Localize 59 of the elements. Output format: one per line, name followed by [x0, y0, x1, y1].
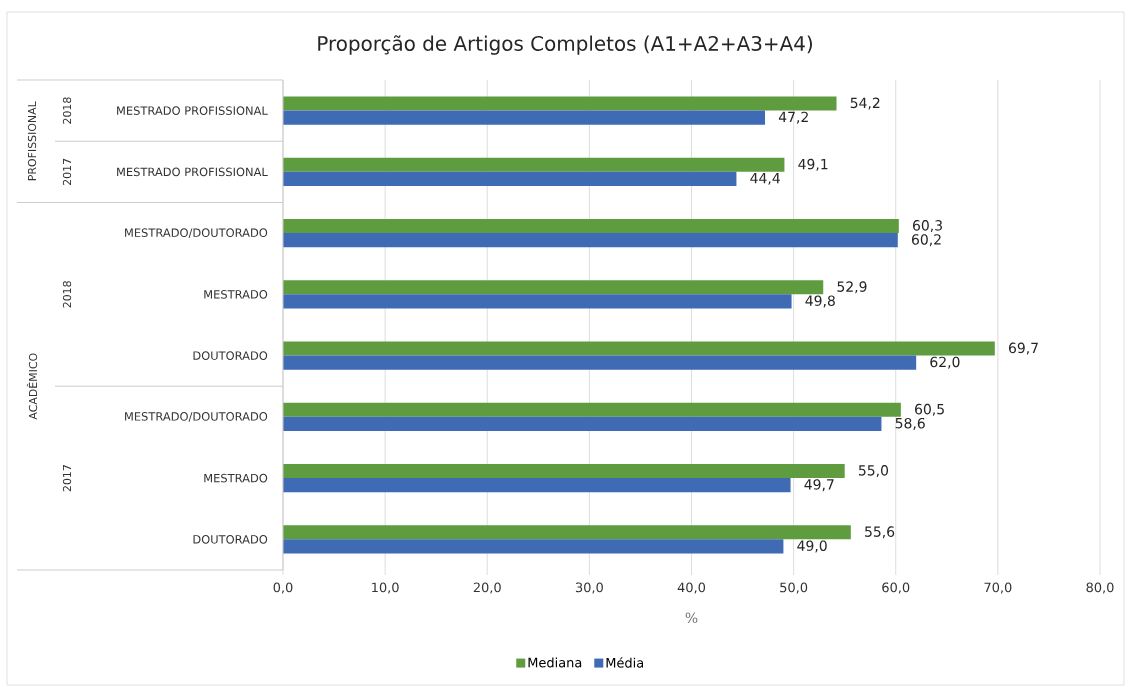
data-label: 49,8 — [805, 295, 835, 308]
data-label: 49,0 — [797, 540, 827, 553]
x-tick-label: 0,0 — [273, 582, 293, 594]
bar — [283, 525, 851, 540]
legend-label: Mediana — [528, 657, 582, 668]
bar — [283, 96, 837, 111]
bar — [283, 341, 995, 356]
legend-label: Média — [606, 657, 644, 668]
bar — [283, 464, 845, 479]
data-label: 60,5 — [915, 403, 944, 416]
x-tick-label: 10,0 — [372, 582, 399, 594]
data-label: 49,7 — [804, 479, 834, 492]
chart-title: Proporção de Artigos Completos (A1+A2+A3+A4) — [318, 35, 812, 55]
y-tick-label: MESTRADO — [204, 290, 268, 299]
y-tick-label: MESTRADO — [204, 473, 268, 483]
data-label: 52,9 — [837, 281, 867, 294]
data-label: 58,6 — [895, 417, 925, 430]
x-tick-label: 20,0 — [473, 582, 501, 594]
bar — [283, 280, 824, 295]
bar — [283, 233, 898, 248]
data-label: 55,6 — [865, 526, 895, 539]
data-label: 55,0 — [858, 465, 889, 478]
bar — [283, 402, 901, 417]
bar — [283, 219, 899, 234]
y-tick-label: MESTRADO PROFISSIONAL — [117, 167, 268, 177]
bar — [283, 539, 784, 554]
x-tick-label: 70,0 — [984, 582, 1012, 594]
x-tick-label: 50,0 — [780, 582, 808, 594]
data-label: 54,2 — [850, 97, 880, 110]
data-label: 60,2 — [911, 234, 941, 247]
bar — [283, 157, 785, 172]
y-tick-label: MESTRADO/DOUTORADO — [125, 228, 268, 238]
y-tick-label: DOUTORADO — [193, 351, 268, 360]
bar — [283, 110, 766, 125]
text: 2018 — [62, 97, 72, 124]
data-label: 44,4 — [750, 173, 780, 185]
x-tick-label: 30,0 — [575, 582, 603, 594]
text: PROFISSIONAL — [27, 101, 37, 181]
y-tick-label: DOUTORADO — [193, 535, 268, 544]
x-tick-label: 40,0 — [677, 582, 706, 594]
y-tick-label: MESTRADO/DOUTORADO — [125, 412, 268, 422]
bar — [283, 478, 791, 493]
bar — [283, 355, 917, 370]
data-label: 47,2 — [778, 111, 808, 124]
data-label: 69,7 — [1008, 342, 1038, 355]
data-label: 60,3 — [912, 220, 942, 233]
data-label: 49,1 — [798, 158, 828, 171]
x-tick-label: 80,0 — [1086, 582, 1114, 594]
bar — [283, 171, 737, 186]
y-tick-label: MESTRADO PROFISSIONAL — [117, 106, 268, 115]
text: 2017 — [62, 465, 72, 492]
data-label: 62,0 — [930, 356, 960, 369]
bar — [283, 294, 792, 309]
text: 2017 — [62, 158, 72, 186]
x-axis-title: % — [685, 612, 698, 624]
bar — [283, 416, 882, 431]
x-tick-label: 60,0 — [882, 582, 910, 594]
text: 2018 — [62, 281, 72, 308]
text: ACADÊMICO — [26, 353, 38, 420]
